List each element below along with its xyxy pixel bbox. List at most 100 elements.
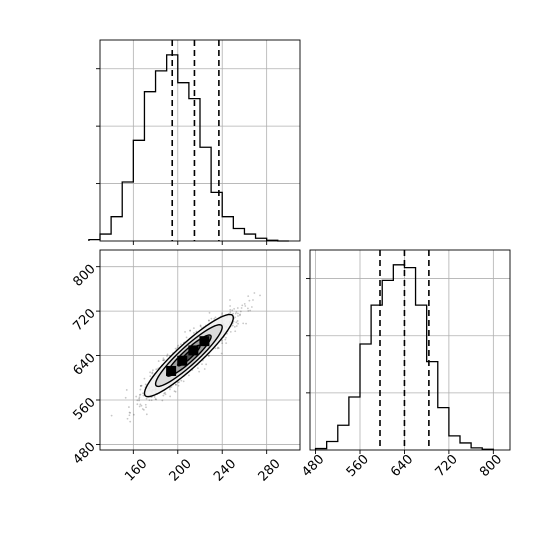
scatter-point — [221, 312, 223, 315]
scatter-point — [197, 367, 199, 370]
scatter-point — [136, 403, 139, 406]
scatter-point — [145, 406, 147, 409]
scatter-point — [259, 294, 261, 297]
scatter-point — [243, 303, 246, 305]
hist-x-step-line — [88, 54, 289, 242]
scatter-point — [145, 413, 148, 416]
scatter-point — [214, 316, 217, 319]
scatter-point — [229, 308, 232, 311]
scatter-point — [150, 399, 153, 402]
scatter-point — [152, 369, 154, 372]
scatter-point — [151, 372, 154, 375]
scatter-point — [250, 306, 253, 308]
scatter-point — [139, 385, 142, 387]
scatter-point — [142, 394, 145, 397]
scatter-point — [166, 353, 169, 356]
scatter-point — [125, 389, 128, 391]
scatter-point — [236, 307, 239, 309]
scatter-point — [217, 346, 219, 349]
contour-line — [177, 344, 201, 367]
scatter-point — [163, 359, 166, 361]
scatter-ytick-label: 480 — [70, 439, 98, 467]
scatter-point — [184, 331, 186, 333]
contour-line — [165, 334, 212, 377]
scatter-point — [178, 381, 180, 384]
scatter-ytick-label: 800 — [70, 262, 98, 290]
scatter-point — [161, 399, 164, 402]
scatter-point — [149, 371, 151, 374]
density-core-cell — [188, 345, 199, 356]
hist-x-frame — [99, 39, 301, 242]
scatter-xtick-label: 200 — [167, 456, 195, 484]
hist-x-ticks — [96, 68, 268, 245]
scatter-point — [144, 403, 147, 406]
hist-y-xtick-label: 640 — [388, 452, 416, 480]
scatter-point — [124, 396, 127, 399]
scatter-point — [207, 354, 210, 357]
scatter-point — [253, 292, 256, 294]
hist-y-xtick-label: 480 — [299, 452, 327, 480]
scatter-point — [231, 324, 234, 327]
scatter-point — [164, 393, 167, 396]
scatter-point — [126, 417, 129, 420]
scatter-point — [233, 325, 236, 328]
scatter-point — [139, 393, 142, 396]
scatter-point — [192, 327, 195, 330]
scatter-point — [185, 336, 188, 339]
scatter-point — [224, 338, 227, 341]
scatter-point — [216, 347, 219, 350]
contour-line — [143, 313, 235, 398]
scatter-point — [176, 346, 179, 349]
scatter-point — [201, 363, 203, 366]
scatter-point — [246, 307, 249, 310]
scatter-point — [138, 397, 141, 400]
scatter-point — [180, 379, 183, 382]
hist-x-quantiles — [171, 40, 220, 241]
scatter-point — [182, 380, 185, 383]
scatter-point — [217, 347, 220, 350]
scatter-point — [129, 420, 132, 423]
scatter-point — [248, 299, 251, 302]
scatter-point — [128, 406, 130, 408]
scatter-point — [247, 309, 250, 312]
scatter-point — [221, 339, 223, 342]
scatter-point — [234, 316, 236, 319]
scatter-point — [145, 397, 148, 400]
scatter-point — [173, 390, 176, 393]
scatter-xtick-label: 240 — [211, 456, 239, 484]
scatter-point — [139, 384, 142, 387]
scatter-point — [221, 342, 224, 345]
scatter-point — [199, 324, 202, 327]
scatter-point — [208, 354, 210, 357]
scatter-point — [234, 312, 237, 315]
scatter-point — [162, 359, 165, 362]
scatter-point — [235, 321, 238, 324]
scatter-point — [189, 329, 191, 332]
scatter-point — [236, 320, 239, 322]
scatter-point — [241, 304, 244, 307]
scatter-point — [138, 405, 141, 408]
hist-x-panel — [88, 39, 301, 245]
scatter-point — [174, 390, 177, 393]
scatter-point — [142, 408, 145, 411]
scatter-point — [234, 330, 237, 333]
scatter-point — [233, 307, 236, 310]
scatter-point — [163, 392, 166, 395]
scatter-point — [198, 370, 201, 373]
scatter-point — [133, 413, 135, 416]
scatter-point — [141, 408, 144, 410]
density-core-cell — [199, 336, 210, 347]
scatter-point — [144, 383, 147, 386]
scatter-point — [139, 388, 142, 391]
scatter-xy-content — [110, 292, 261, 423]
scatter-point — [155, 368, 158, 371]
scatter-point — [208, 311, 211, 314]
scatter-point — [128, 414, 131, 417]
contour-line — [154, 324, 223, 388]
scatter-point — [174, 347, 177, 350]
scatter-xy-frame — [99, 249, 301, 451]
scatter-point — [138, 396, 141, 399]
scatter-point — [199, 325, 202, 328]
scatter-point — [203, 368, 206, 370]
